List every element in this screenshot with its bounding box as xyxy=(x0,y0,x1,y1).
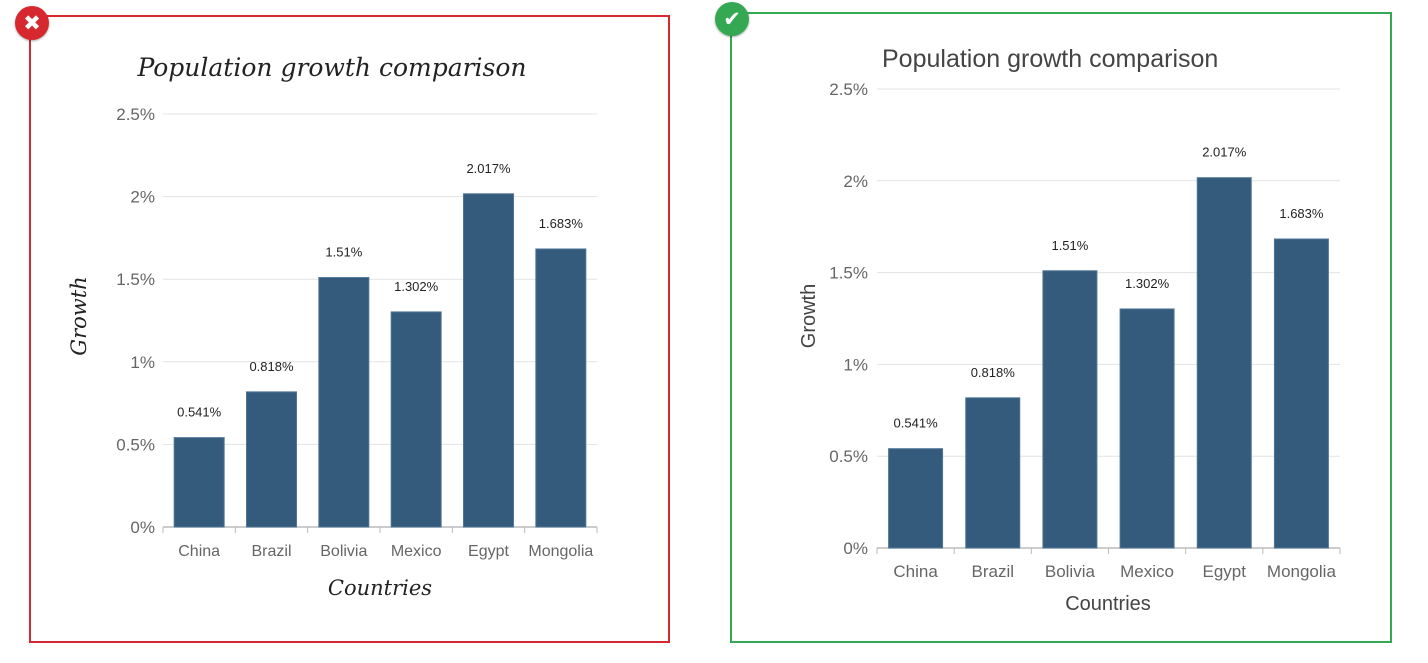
bad-example-bar xyxy=(463,193,514,528)
bad-example-data-label: 1.51% xyxy=(325,245,362,260)
good-example-bar xyxy=(1196,177,1252,549)
good-example-bar xyxy=(1119,308,1175,549)
good-example-data-label: 0.541% xyxy=(894,416,939,431)
bad-example-category-label: Mongolia xyxy=(528,543,593,560)
bad-example-data-label: 1.302% xyxy=(394,279,439,294)
good-example-data-label: 1.683% xyxy=(1279,206,1324,221)
bad-example-ytick-label: 1% xyxy=(130,353,155,372)
bad-example-ytick-label: 2.5% xyxy=(116,105,155,124)
bad-example-data-label: 2.017% xyxy=(466,161,511,176)
good-example-category-label: Mongolia xyxy=(1267,562,1337,581)
bad-example-bar xyxy=(390,311,442,528)
bad-example-data-label: 0.818% xyxy=(249,359,294,374)
good-example-ytick-label: 0% xyxy=(843,539,868,558)
bad-example-x-axis-label: Countries xyxy=(328,576,432,600)
bad-example-category-label: Egypt xyxy=(468,543,509,560)
good-example-ytick-label: 1% xyxy=(843,355,868,374)
bad-example-ytick-label: 0.5% xyxy=(116,435,155,454)
bad-example-data-label: 0.541% xyxy=(177,405,222,420)
cross-icon: ✖ xyxy=(15,6,49,40)
good-example-data-label: 1.51% xyxy=(1051,238,1088,253)
check-icon: ✔ xyxy=(715,2,749,36)
bad-example-category-label: China xyxy=(178,543,220,560)
bad-example-data-label: 1.683% xyxy=(539,216,584,231)
good-example-category-label: Brazil xyxy=(971,562,1014,581)
good-example-data-label: 0.818% xyxy=(971,365,1016,380)
good-example-category-label: China xyxy=(893,562,938,581)
good-example-category-label: Egypt xyxy=(1203,562,1247,581)
good-example-chart-title: Population growth comparison xyxy=(882,45,1218,73)
good-example-ytick-label: 2.5% xyxy=(829,80,868,99)
bad-example-category-label: Mexico xyxy=(391,543,442,560)
good-example-ytick-label: 1.5% xyxy=(829,264,868,283)
bad-example-ytick-label: 1.5% xyxy=(116,270,155,289)
bad-example-ytick-label: 0% xyxy=(130,518,155,537)
bad-example-bar xyxy=(535,248,587,528)
bad-example-bar xyxy=(173,437,225,528)
bad-example-bar xyxy=(246,391,297,528)
bad-example-y-axis-label: Growth xyxy=(67,276,91,355)
good-example-data-label: 2.017% xyxy=(1202,145,1247,160)
good-example-ytick-label: 2% xyxy=(843,172,868,191)
bad-example-category-label: Brazil xyxy=(251,543,291,560)
good-example-bar xyxy=(888,448,944,549)
good-example-category-label: Mexico xyxy=(1120,562,1174,581)
good-example-data-label: 1.302% xyxy=(1125,276,1170,291)
bad-example-category-label: Bolivia xyxy=(320,543,367,560)
good-example-bar xyxy=(965,397,1021,549)
bad-example-ytick-label: 2% xyxy=(130,188,155,207)
good-example-bar xyxy=(1273,238,1329,549)
good-example-category-label: Bolivia xyxy=(1045,562,1096,581)
good-example-x-axis-label: Countries xyxy=(1065,593,1151,615)
good-example-y-axis-label: Growth xyxy=(798,284,820,348)
bad-example-bar xyxy=(318,277,370,528)
good-example-ytick-label: 0.5% xyxy=(829,447,868,466)
good-example-bar xyxy=(1042,270,1098,549)
bad-example-chart-title: Population growth comparison xyxy=(136,53,526,82)
